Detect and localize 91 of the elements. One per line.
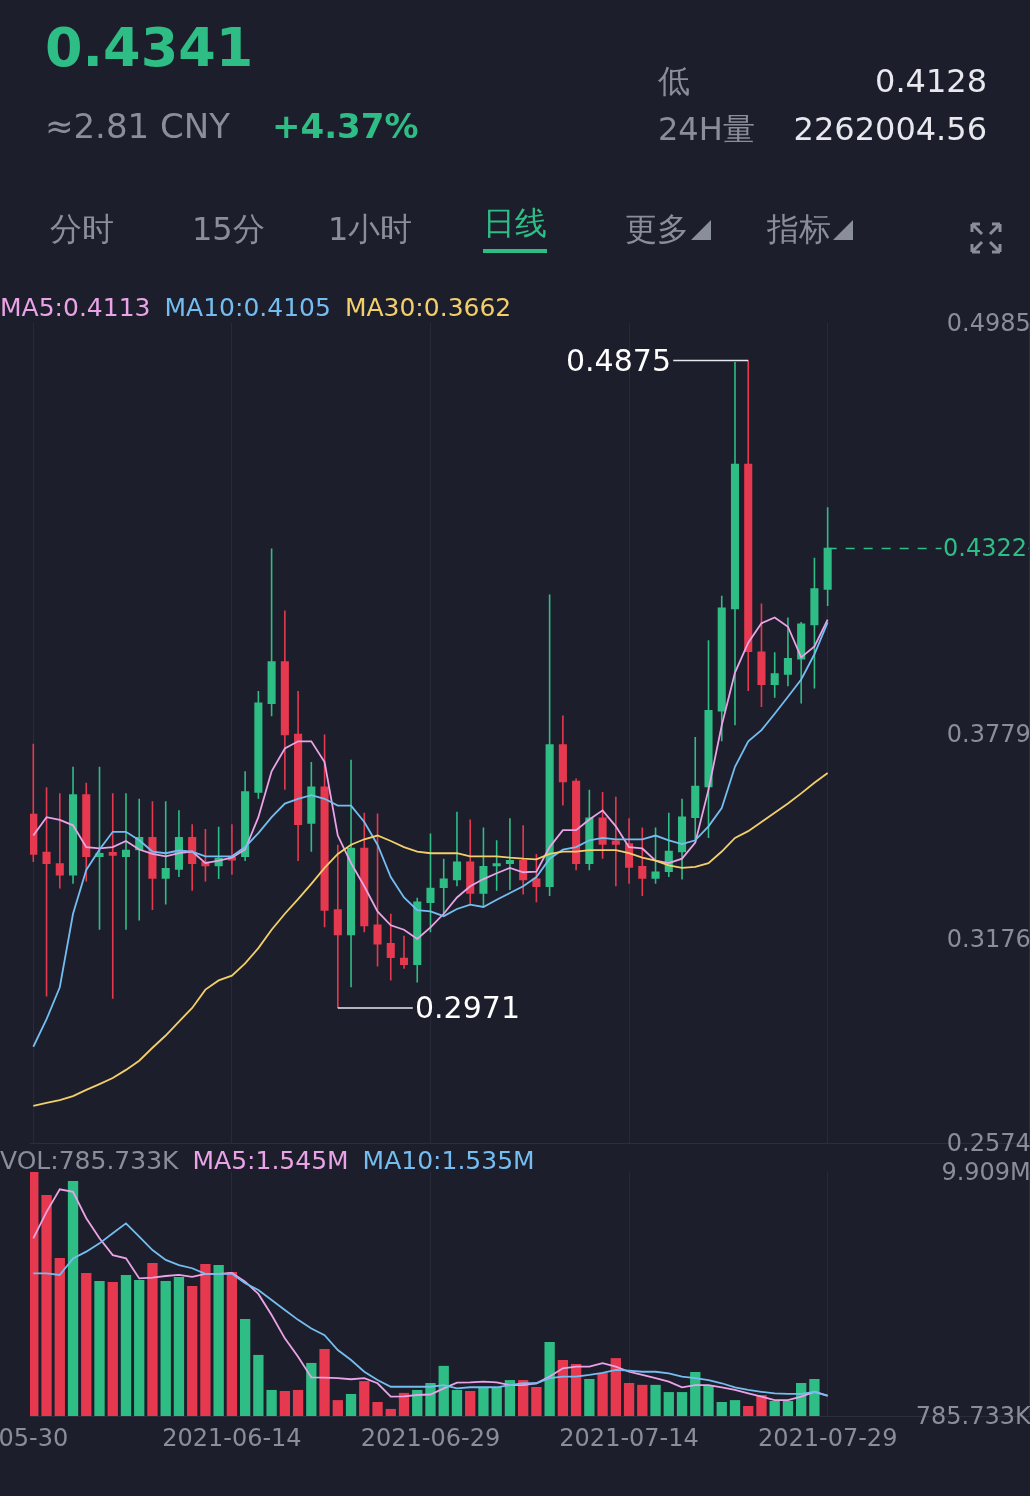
candlestick (598, 791, 607, 860)
candlestick (426, 832, 435, 933)
y-tick-label: 0.4985 (946, 309, 1030, 338)
candlestick (386, 912, 395, 982)
y-tick-label: 9.909M (941, 1158, 1030, 1187)
line-series (32, 621, 829, 1048)
candlestick (108, 792, 117, 1000)
candlestick (241, 770, 250, 862)
line-series (32, 1222, 829, 1397)
text: +4.37% (272, 106, 419, 146)
candlestick (294, 690, 303, 862)
x-tick-label: 2021-06-29 (360, 1423, 501, 1452)
candlestick (717, 594, 726, 743)
candlestick (519, 824, 528, 896)
candlestick (691, 736, 700, 843)
text: 0.4128 (875, 62, 987, 100)
text: 0.4341 (45, 16, 254, 79)
candlestick (121, 792, 131, 931)
y-tick-label: 0.3176 (946, 924, 1030, 953)
candlestick (68, 766, 78, 885)
line-series (32, 616, 829, 940)
candlestick (413, 896, 422, 984)
candlestick (757, 602, 766, 708)
line-series (32, 772, 829, 1107)
candlestick (267, 547, 276, 717)
candlestick (135, 798, 144, 922)
y-tick-label: 0.3779 (946, 719, 1030, 748)
candlestick (744, 359, 753, 692)
candlestick (373, 812, 382, 968)
candlestick (810, 556, 819, 690)
candlestick (30, 742, 38, 863)
text: MA30:0.3662 (344, 293, 512, 322)
text: 分时 (50, 210, 114, 248)
candlestick (227, 823, 236, 876)
candlestick (492, 839, 501, 892)
x-tick-label: 05-30 (0, 1423, 69, 1452)
x-tick-label: 2021-07-29 (757, 1423, 898, 1452)
candlestick (148, 800, 157, 911)
x-tick-label: 2021-06-14 (162, 1423, 302, 1452)
text: 1小时 (328, 210, 413, 248)
candlestick (254, 690, 263, 800)
candlestick (611, 795, 620, 888)
candlestick (770, 651, 779, 699)
candlestick (466, 818, 475, 906)
candlestick (307, 761, 316, 853)
candlestick (347, 758, 356, 989)
text: 日线 (483, 204, 547, 254)
ref-line-label: 0.4322 (943, 534, 1027, 562)
candlestick (572, 777, 581, 872)
candlestick (42, 786, 51, 998)
candlestick (95, 766, 104, 931)
candlestick (320, 733, 329, 929)
candlestick (797, 621, 806, 705)
candlestick (505, 817, 514, 891)
text: 2262004.56 (793, 110, 987, 148)
candlestick (545, 593, 554, 897)
candlestick (439, 857, 448, 915)
text: MA10:0.4105 (164, 293, 331, 322)
text: ≈2.81 CNY (45, 106, 230, 146)
candlestick (651, 826, 660, 885)
line-series (32, 1188, 829, 1402)
text: 低 (658, 62, 690, 100)
candlestick (333, 843, 342, 1009)
candlestick (188, 823, 197, 892)
candlestick (452, 810, 461, 888)
text: 指标 (767, 210, 831, 248)
candlestick (558, 714, 567, 807)
candlestick (704, 639, 713, 839)
candlestick (638, 826, 647, 897)
candlestick (280, 609, 289, 791)
candlestick (82, 782, 91, 883)
candlestick (360, 811, 369, 933)
x-tick-label: 2021-07-14 (559, 1423, 699, 1452)
text: MA10:1.535M (362, 1146, 535, 1175)
candlestick (783, 616, 792, 688)
candlestick (479, 826, 488, 908)
text: 24H量 (658, 110, 755, 148)
candlestick (55, 792, 64, 890)
text: MA5:1.545M (192, 1146, 349, 1175)
y-tick-label: 0.2574 (946, 1129, 1030, 1158)
candlestick (677, 798, 687, 881)
series-label: VOL:785.733K (0, 1146, 179, 1175)
candlestick (730, 361, 740, 727)
candlestick (399, 935, 409, 970)
text: MA5:0.4113 (0, 293, 151, 322)
candlestick (174, 809, 183, 878)
annotation: 0.4875 (566, 343, 671, 378)
candlestick (161, 800, 170, 906)
text: 更多 (625, 210, 689, 248)
text: 15分 (192, 210, 265, 248)
annotation: 0.2971 (415, 990, 520, 1025)
